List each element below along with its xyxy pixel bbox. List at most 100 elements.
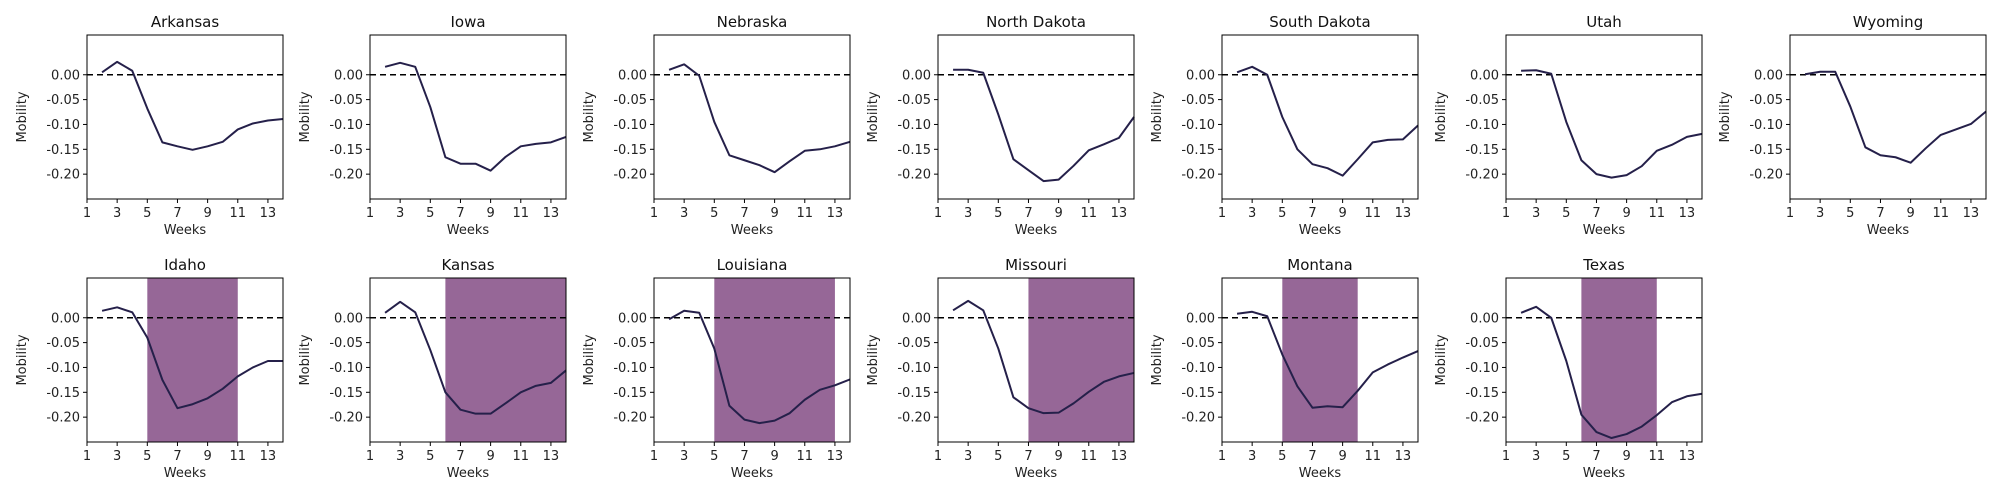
y-tick-label: -0.15	[1181, 386, 1215, 401]
y-tick-label: -0.15	[329, 386, 363, 401]
y-tick-label: -0.15	[897, 386, 931, 401]
y-axis-label: Mobility	[1150, 91, 1165, 142]
x-tick-label: 13	[260, 206, 277, 221]
y-tick-label: -0.10	[1749, 118, 1783, 133]
x-tick-label: 9	[203, 449, 211, 464]
mobility-line	[953, 68, 1135, 183]
x-tick-label: 13	[827, 206, 844, 221]
y-axis-label: Mobility	[866, 334, 881, 385]
x-tick-label: 11	[1080, 449, 1097, 464]
x-tick-label: 11	[512, 449, 529, 464]
panel-utah: 1 3 5 7 9 11 130.00-0.05-0.10-0.15-0.20UtahWee…	[1434, 13, 1703, 238]
y-tick-label: 0.00	[334, 311, 363, 326]
x-tick-label: 1	[83, 206, 91, 221]
x-axis-label: Weeks	[1299, 223, 1342, 238]
x-axis-label: Weeks	[164, 223, 207, 238]
panel-missouri: 1 3 5 7 9 11 130.00-0.05-0.10-0.15-0.20Missour…	[866, 256, 1135, 481]
x-tick-label: 1	[1786, 206, 1794, 221]
y-tick-label: -0.15	[46, 143, 80, 158]
y-tick-label: -0.05	[329, 336, 363, 351]
y-tick-label: 0.00	[902, 311, 931, 326]
x-tick-label: 7	[740, 206, 748, 221]
x-tick-label: 7	[740, 449, 748, 464]
panel-montana: 1 3 5 7 9 11 130.00-0.05-0.10-0.15-0.20Montana…	[1150, 256, 1419, 481]
panel-title: Nebraska	[717, 13, 788, 31]
x-tick-label: 11	[229, 206, 246, 221]
x-tick-label: 3	[964, 206, 972, 221]
panel-title: Texas	[1582, 256, 1625, 274]
x-tick-label: 7	[1592, 206, 1600, 221]
x-tick-label: 3	[1248, 206, 1256, 221]
panel-title: Arkansas	[151, 13, 220, 31]
x-tick-label: 3	[964, 449, 972, 464]
x-tick-label: 3	[680, 449, 688, 464]
x-tick-label: 1	[83, 449, 91, 464]
y-tick-label: -0.10	[1465, 118, 1499, 133]
x-tick-label: 1	[366, 206, 374, 221]
y-tick-label: 0.00	[902, 68, 931, 83]
mobility-line	[1236, 310, 1419, 409]
y-tick-label: -0.15	[1181, 143, 1215, 158]
x-tick-label: 7	[1876, 206, 1884, 221]
x-tick-label: 3	[396, 206, 404, 221]
x-tick-label: 5	[143, 206, 151, 221]
y-tick-label: 0.00	[1754, 68, 1783, 83]
x-tick-label: 9	[1338, 449, 1346, 464]
x-tick-label: 5	[1278, 449, 1286, 464]
y-tick-label: -0.10	[329, 118, 363, 133]
y-tick-label: -0.05	[1465, 336, 1499, 351]
y-tick-label: -0.05	[1465, 93, 1499, 108]
y-tick-label: -0.10	[46, 118, 80, 133]
y-tick-label: 0.00	[1186, 68, 1215, 83]
x-tick-label: 7	[1308, 206, 1316, 221]
mobility-line	[668, 309, 851, 425]
x-tick-label: 9	[770, 449, 778, 464]
x-axis-label: Weeks	[447, 223, 490, 238]
x-tick-label: 3	[113, 449, 121, 464]
x-tick-label: 1	[1218, 449, 1226, 464]
x-tick-label: 9	[203, 206, 211, 221]
panel-title: Wyoming	[1853, 13, 1923, 31]
x-tick-label: 11	[512, 206, 529, 221]
mobility-line	[1236, 65, 1419, 177]
x-tick-label: 1	[366, 449, 374, 464]
x-tick-label: 1	[1218, 206, 1226, 221]
x-tick-label: 11	[1364, 449, 1381, 464]
y-tick-label: -0.05	[46, 336, 80, 351]
shaded-interval	[1282, 278, 1358, 442]
axes-frame	[653, 34, 851, 200]
y-axis-label: Mobility	[1434, 91, 1449, 142]
shaded-interval	[147, 278, 238, 442]
x-axis-label: Weeks	[1015, 223, 1058, 238]
y-tick-label: -0.20	[897, 411, 931, 426]
mobility-line	[952, 299, 1135, 415]
x-tick-label: 13	[1111, 206, 1128, 221]
y-tick-label: -0.10	[1181, 118, 1215, 133]
y-axis-label: Mobility	[1150, 334, 1165, 385]
y-tick-label: -0.15	[1465, 143, 1499, 158]
x-tick-label: 9	[1054, 449, 1062, 464]
x-tick-label: 9	[1622, 206, 1630, 221]
x-tick-label: 11	[1648, 206, 1665, 221]
axes-frame	[1221, 277, 1419, 443]
panel-arkansas: 1 3 5 7 9 11 130.00-0.05-0.10-0.15-0.20Arkansa…	[15, 13, 284, 238]
mobility-line	[1520, 305, 1703, 440]
x-tick-label: 5	[1562, 206, 1570, 221]
y-tick-label: -0.20	[613, 168, 647, 183]
y-tick-label: -0.05	[1749, 93, 1783, 108]
mobility-line	[384, 61, 567, 172]
axes-frame	[653, 277, 851, 443]
y-tick-label: -0.05	[897, 93, 931, 108]
x-tick-label: 5	[426, 449, 434, 464]
y-axis-label: Mobility	[298, 91, 313, 142]
x-tick-label: 7	[1024, 449, 1032, 464]
y-tick-label: -0.20	[1181, 411, 1215, 426]
y-axis-label: Mobility	[582, 91, 597, 142]
y-tick-label: -0.20	[1181, 168, 1215, 183]
x-tick-label: 3	[1248, 449, 1256, 464]
y-tick-label: -0.20	[329, 411, 363, 426]
x-tick-label: 3	[1532, 206, 1540, 221]
x-tick-label: 7	[456, 449, 464, 464]
x-tick-label: 1	[1502, 449, 1510, 464]
